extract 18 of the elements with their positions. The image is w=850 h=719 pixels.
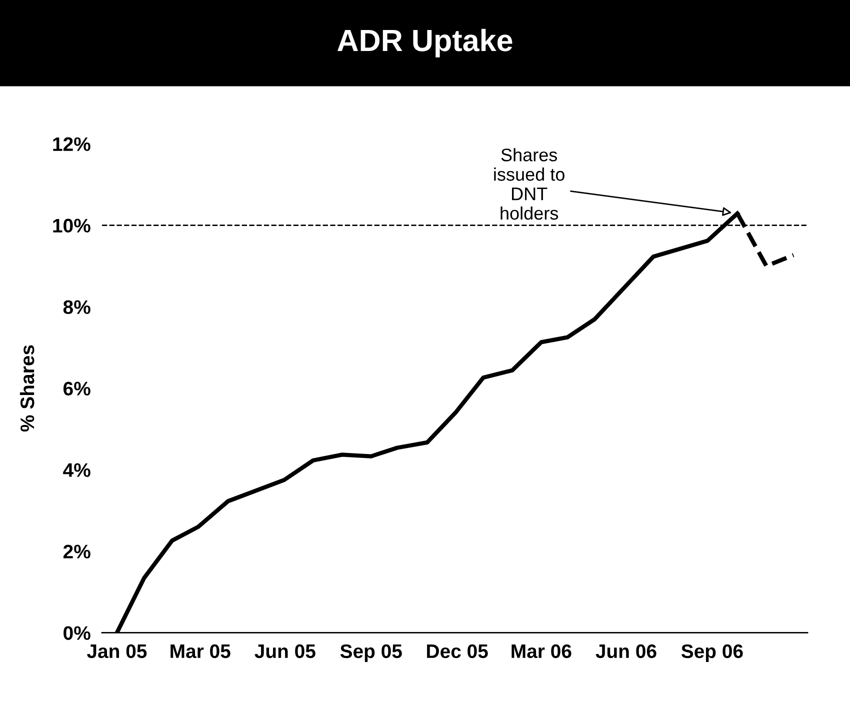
y-tick-label: 12% — [53, 137, 90, 151]
y-tick-label: 8% — [63, 300, 90, 314]
y-tick-label: 4% — [63, 463, 90, 477]
x-tick-label: Mar 06 — [512, 644, 572, 658]
y-tick-label: 6% — [63, 382, 90, 396]
x-tick-label: Dec 05 — [427, 644, 488, 658]
y-tick-label: 0% — [64, 626, 90, 640]
y-tick-label: 10% — [53, 218, 90, 233]
x-tick-label: Sep 06 — [681, 644, 743, 662]
y-axis-title: % Shares — [20, 345, 34, 432]
y-tick-label: 2% — [63, 544, 90, 558]
x-tick-label: Jun 05 — [254, 644, 316, 658]
x-tick-label: Jan 05 — [86, 644, 147, 658]
chart-title: ADR Uptake — [337, 28, 512, 58]
x-tick-label: Jun 06 — [596, 644, 656, 658]
annotation: Shares issued to DNT holders — [494, 148, 564, 220]
x-tick-label: Mar 05 — [170, 644, 230, 658]
x-tick-label: Sep 05 — [340, 644, 402, 662]
